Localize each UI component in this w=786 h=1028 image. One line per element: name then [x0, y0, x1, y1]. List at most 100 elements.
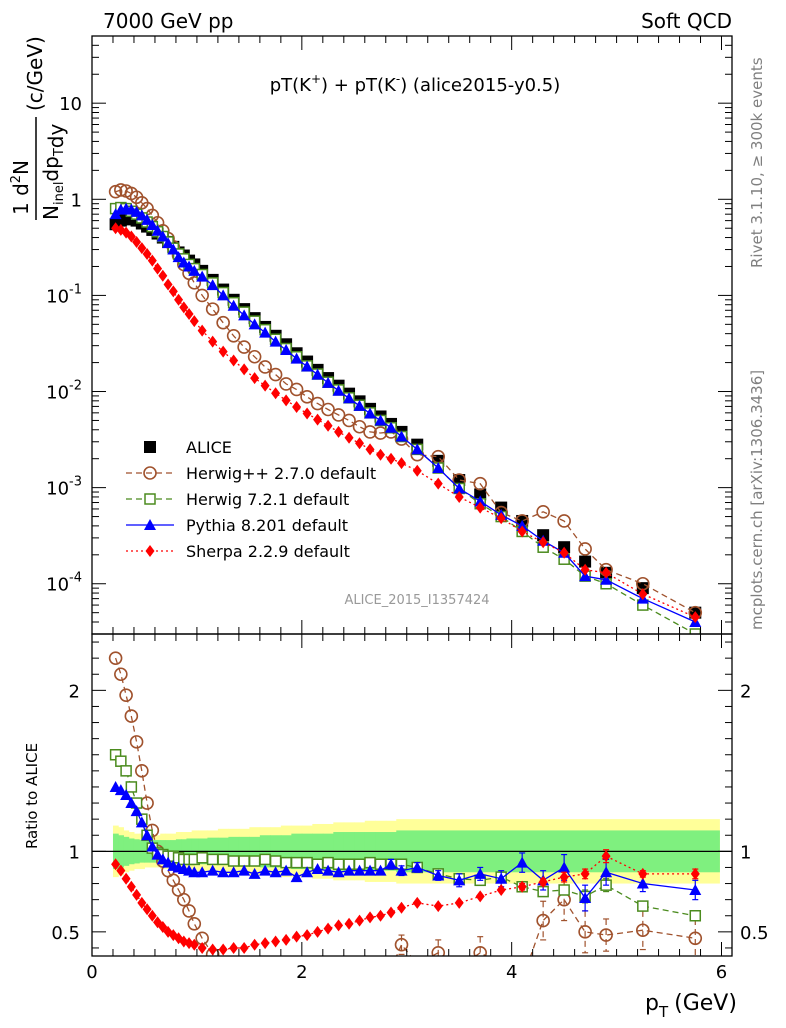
ratio-series-point	[250, 938, 260, 951]
y-tick-label: 10-3	[46, 475, 82, 500]
ratio-series-point	[142, 903, 152, 916]
header-right: Soft QCD	[641, 9, 732, 33]
main-series-point	[162, 237, 175, 249]
ratio-series-point	[135, 816, 148, 828]
ratio-series-point	[189, 938, 199, 951]
ratio-series-point	[120, 789, 133, 800]
main-series-point	[310, 396, 325, 411]
ratio-series-point	[182, 904, 196, 918]
main-series-point	[239, 363, 249, 376]
ratio-panel-series	[108, 651, 703, 1007]
ratio-series-point	[291, 989, 303, 1001]
main-series-point	[247, 349, 262, 364]
ratio-series-point	[301, 990, 313, 1002]
ratio-series-point	[580, 867, 590, 880]
ratio-series-point	[270, 985, 282, 997]
ratio-series-point	[311, 863, 324, 875]
header-left: 7000 GeV pp	[103, 9, 234, 33]
main-panel-series	[108, 183, 703, 634]
ratio-series-point	[558, 861, 571, 873]
main-series-point	[153, 262, 163, 275]
main-series-point	[158, 269, 168, 282]
main-series-point	[453, 482, 466, 494]
main-series-point	[473, 476, 487, 491]
ratio-series-point	[126, 880, 136, 893]
main-series-point	[376, 448, 386, 461]
ratio-series-point	[196, 852, 208, 864]
main-series-point	[579, 555, 592, 568]
main-series-point	[690, 611, 700, 624]
main-series-point	[301, 360, 314, 372]
main-series-point	[343, 392, 356, 404]
ratio-series-point	[129, 735, 144, 749]
ratio-series-point	[312, 992, 324, 1004]
ratio-series-point	[301, 856, 313, 869]
main-series-point	[183, 260, 196, 272]
ratio-series-point	[475, 890, 485, 903]
ratio-series-point	[227, 855, 240, 867]
legend-label: Herwig 7.2.1 default	[186, 490, 349, 509]
legend-label: Herwig++ 2.7.0 default	[186, 464, 376, 483]
main-series-point	[135, 209, 148, 221]
ratio-series-point	[301, 866, 314, 878]
ratio-series-point	[689, 883, 702, 895]
legend-label: Pythia 8.201 default	[186, 516, 348, 535]
ratio-series-point	[135, 764, 149, 778]
ratio-series-point	[227, 866, 240, 878]
ratio-series-point	[333, 993, 345, 1005]
ratio-series-point	[690, 867, 700, 880]
ratio-series-point	[238, 855, 250, 867]
main-series-point	[290, 352, 303, 364]
ratio-y-tick-label: 2	[69, 681, 80, 702]
ratio-series-point	[217, 961, 229, 973]
ratio-series-point	[412, 896, 422, 909]
ratio-series-point	[115, 755, 127, 767]
y-tick-label: 10-1	[46, 282, 82, 307]
ratio-series-point	[558, 884, 570, 896]
ratio-series-point	[536, 913, 550, 928]
mcplots-reference-label: mcplots.cern.ch [arXiv:1306.3436]	[748, 370, 766, 630]
main-series-point	[474, 495, 487, 507]
ratio-series-point	[249, 979, 261, 991]
main-series-point	[208, 335, 218, 348]
ratio-series-point	[116, 864, 126, 877]
ratio-series-point	[516, 856, 529, 868]
ratio-series-point	[431, 945, 446, 956]
ratio-series-point	[206, 864, 219, 876]
ratio-series-point	[375, 995, 387, 1007]
ylabel-top-numerator: 1 d2N	[9, 160, 33, 215]
main-series-point	[218, 345, 228, 358]
main-series-point	[334, 425, 344, 438]
y-tick-label: 1	[71, 190, 82, 211]
ratio-series-point	[151, 848, 164, 860]
main-series-point	[395, 430, 408, 442]
ratio-series-point	[334, 919, 344, 932]
ratio-series-point	[238, 976, 250, 988]
main-series-point	[184, 308, 194, 321]
main-series-point	[412, 464, 422, 477]
ratio-series-point	[206, 853, 219, 866]
ratio-y-tick-label-right: 2	[740, 681, 751, 702]
ratio-series-point	[332, 866, 345, 878]
main-series-point	[538, 536, 548, 549]
ratio-series-point	[376, 909, 386, 922]
ratio-series-point	[217, 866, 230, 878]
ylabel-top: 1 d2N NineldpTdy (c/GeV)	[9, 36, 68, 220]
ratio-series-point	[146, 840, 159, 852]
main-series-point	[363, 425, 377, 439]
ratio-series-point	[516, 974, 528, 986]
ratio-y-tick-label-right: 1	[740, 842, 751, 863]
ratio-series-point	[248, 855, 261, 867]
main-series-point	[237, 340, 251, 354]
ratio-series-point	[323, 922, 333, 935]
ratio-series-point	[353, 864, 366, 876]
ratio-series-point	[374, 864, 387, 876]
ylabel-top-denominator: NineldpTdy	[39, 124, 68, 220]
ratio-series-point	[365, 911, 375, 924]
main-series-line	[115, 227, 696, 618]
main-series-point	[172, 251, 185, 263]
ylabel-ratio: Ratio to ALICE	[23, 743, 41, 849]
main-series-point	[137, 242, 147, 255]
ratio-series-point	[473, 945, 487, 956]
main-series-point	[689, 628, 702, 634]
